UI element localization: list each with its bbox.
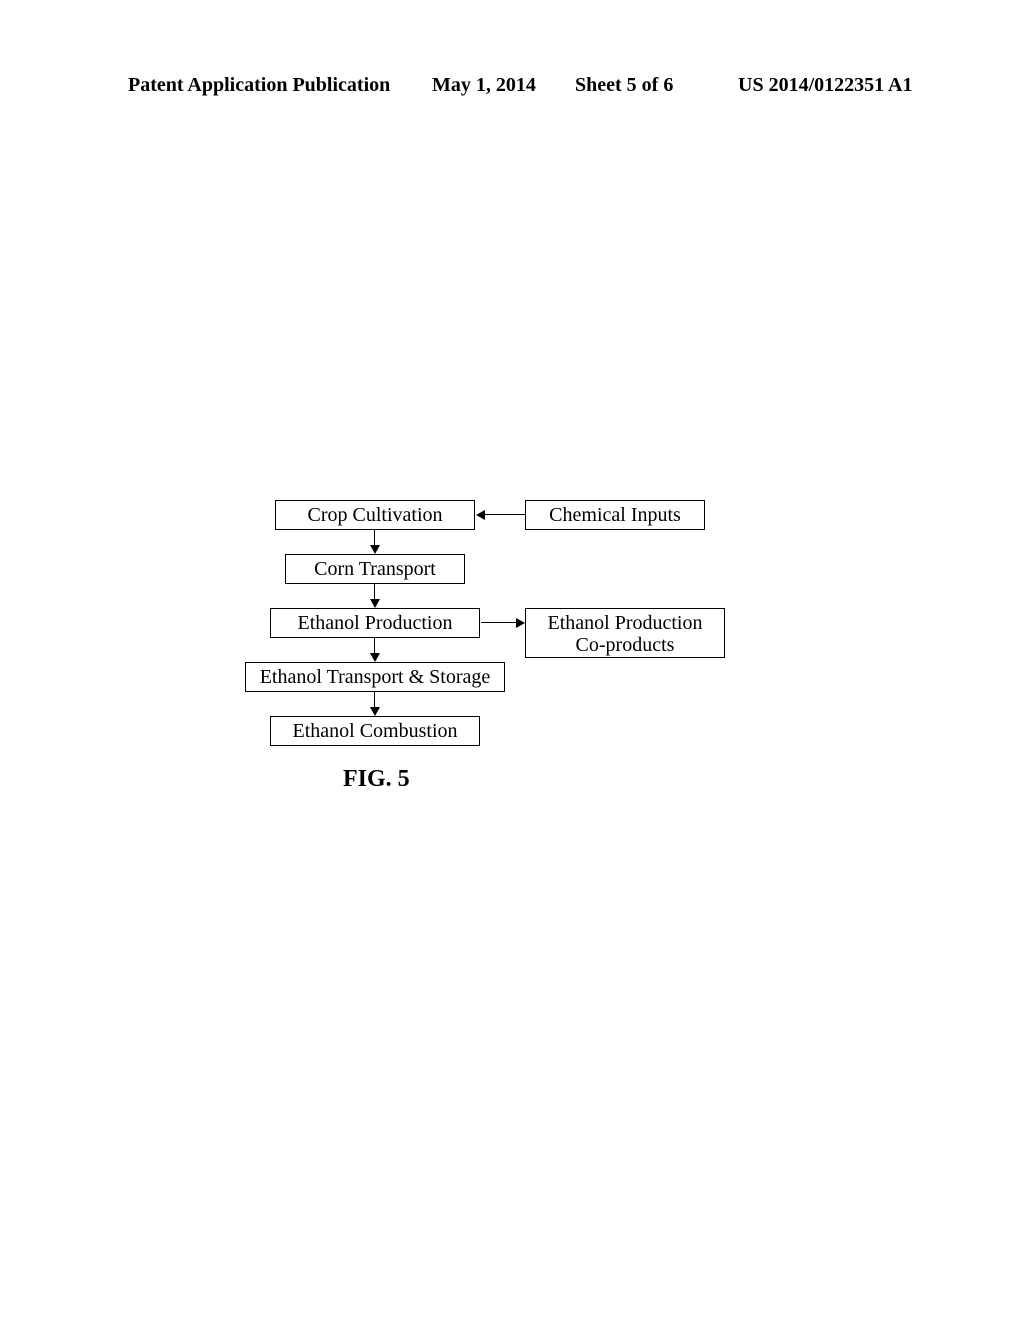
figure-caption: FIG. 5	[343, 766, 410, 793]
arrow-crop-to-corn	[374, 530, 375, 546]
arrow-head-icon	[370, 545, 380, 554]
arrow-ethprod-to-coprod	[481, 622, 517, 623]
arrow-ethtrans-to-ethcomb	[374, 692, 375, 708]
node-corn-transport: Corn Transport	[285, 554, 465, 584]
arrow-head-icon	[370, 599, 380, 608]
node-label: Ethanol Transport & Storage	[260, 666, 491, 688]
node-ethanol-production: Ethanol Production	[270, 608, 480, 638]
node-label: Ethanol Production	[298, 612, 453, 634]
node-chemical-inputs: Chemical Inputs	[525, 500, 705, 530]
page: Patent Application Publication May 1, 20…	[0, 0, 1024, 1320]
header-sheet: Sheet 5 of 6	[575, 74, 673, 97]
arrow-head-icon	[476, 510, 485, 520]
arrow-ethprod-to-ethtrans	[374, 638, 375, 654]
arrow-head-icon	[516, 618, 525, 628]
node-ethanol-combustion: Ethanol Combustion	[270, 716, 480, 746]
node-label: Ethanol Combustion	[293, 720, 458, 742]
arrow-chem-to-crop	[485, 514, 525, 515]
header-docnum: US 2014/0122351 A1	[738, 74, 912, 97]
node-label: Ethanol Production	[548, 612, 703, 634]
node-label: Co-products	[576, 634, 675, 656]
arrow-head-icon	[370, 653, 380, 662]
node-label: Chemical Inputs	[549, 504, 681, 526]
node-label: Crop Cultivation	[308, 504, 443, 526]
node-ethanol-transport-storage: Ethanol Transport & Storage	[245, 662, 505, 692]
arrow-corn-to-ethprod	[374, 584, 375, 600]
node-crop-cultivation: Crop Cultivation	[275, 500, 475, 530]
node-ethanol-coproducts: Ethanol Production Co-products	[525, 608, 725, 658]
arrow-head-icon	[370, 707, 380, 716]
header-date: May 1, 2014	[432, 74, 536, 97]
node-label: Corn Transport	[314, 558, 436, 580]
header-publication: Patent Application Publication	[128, 74, 390, 97]
